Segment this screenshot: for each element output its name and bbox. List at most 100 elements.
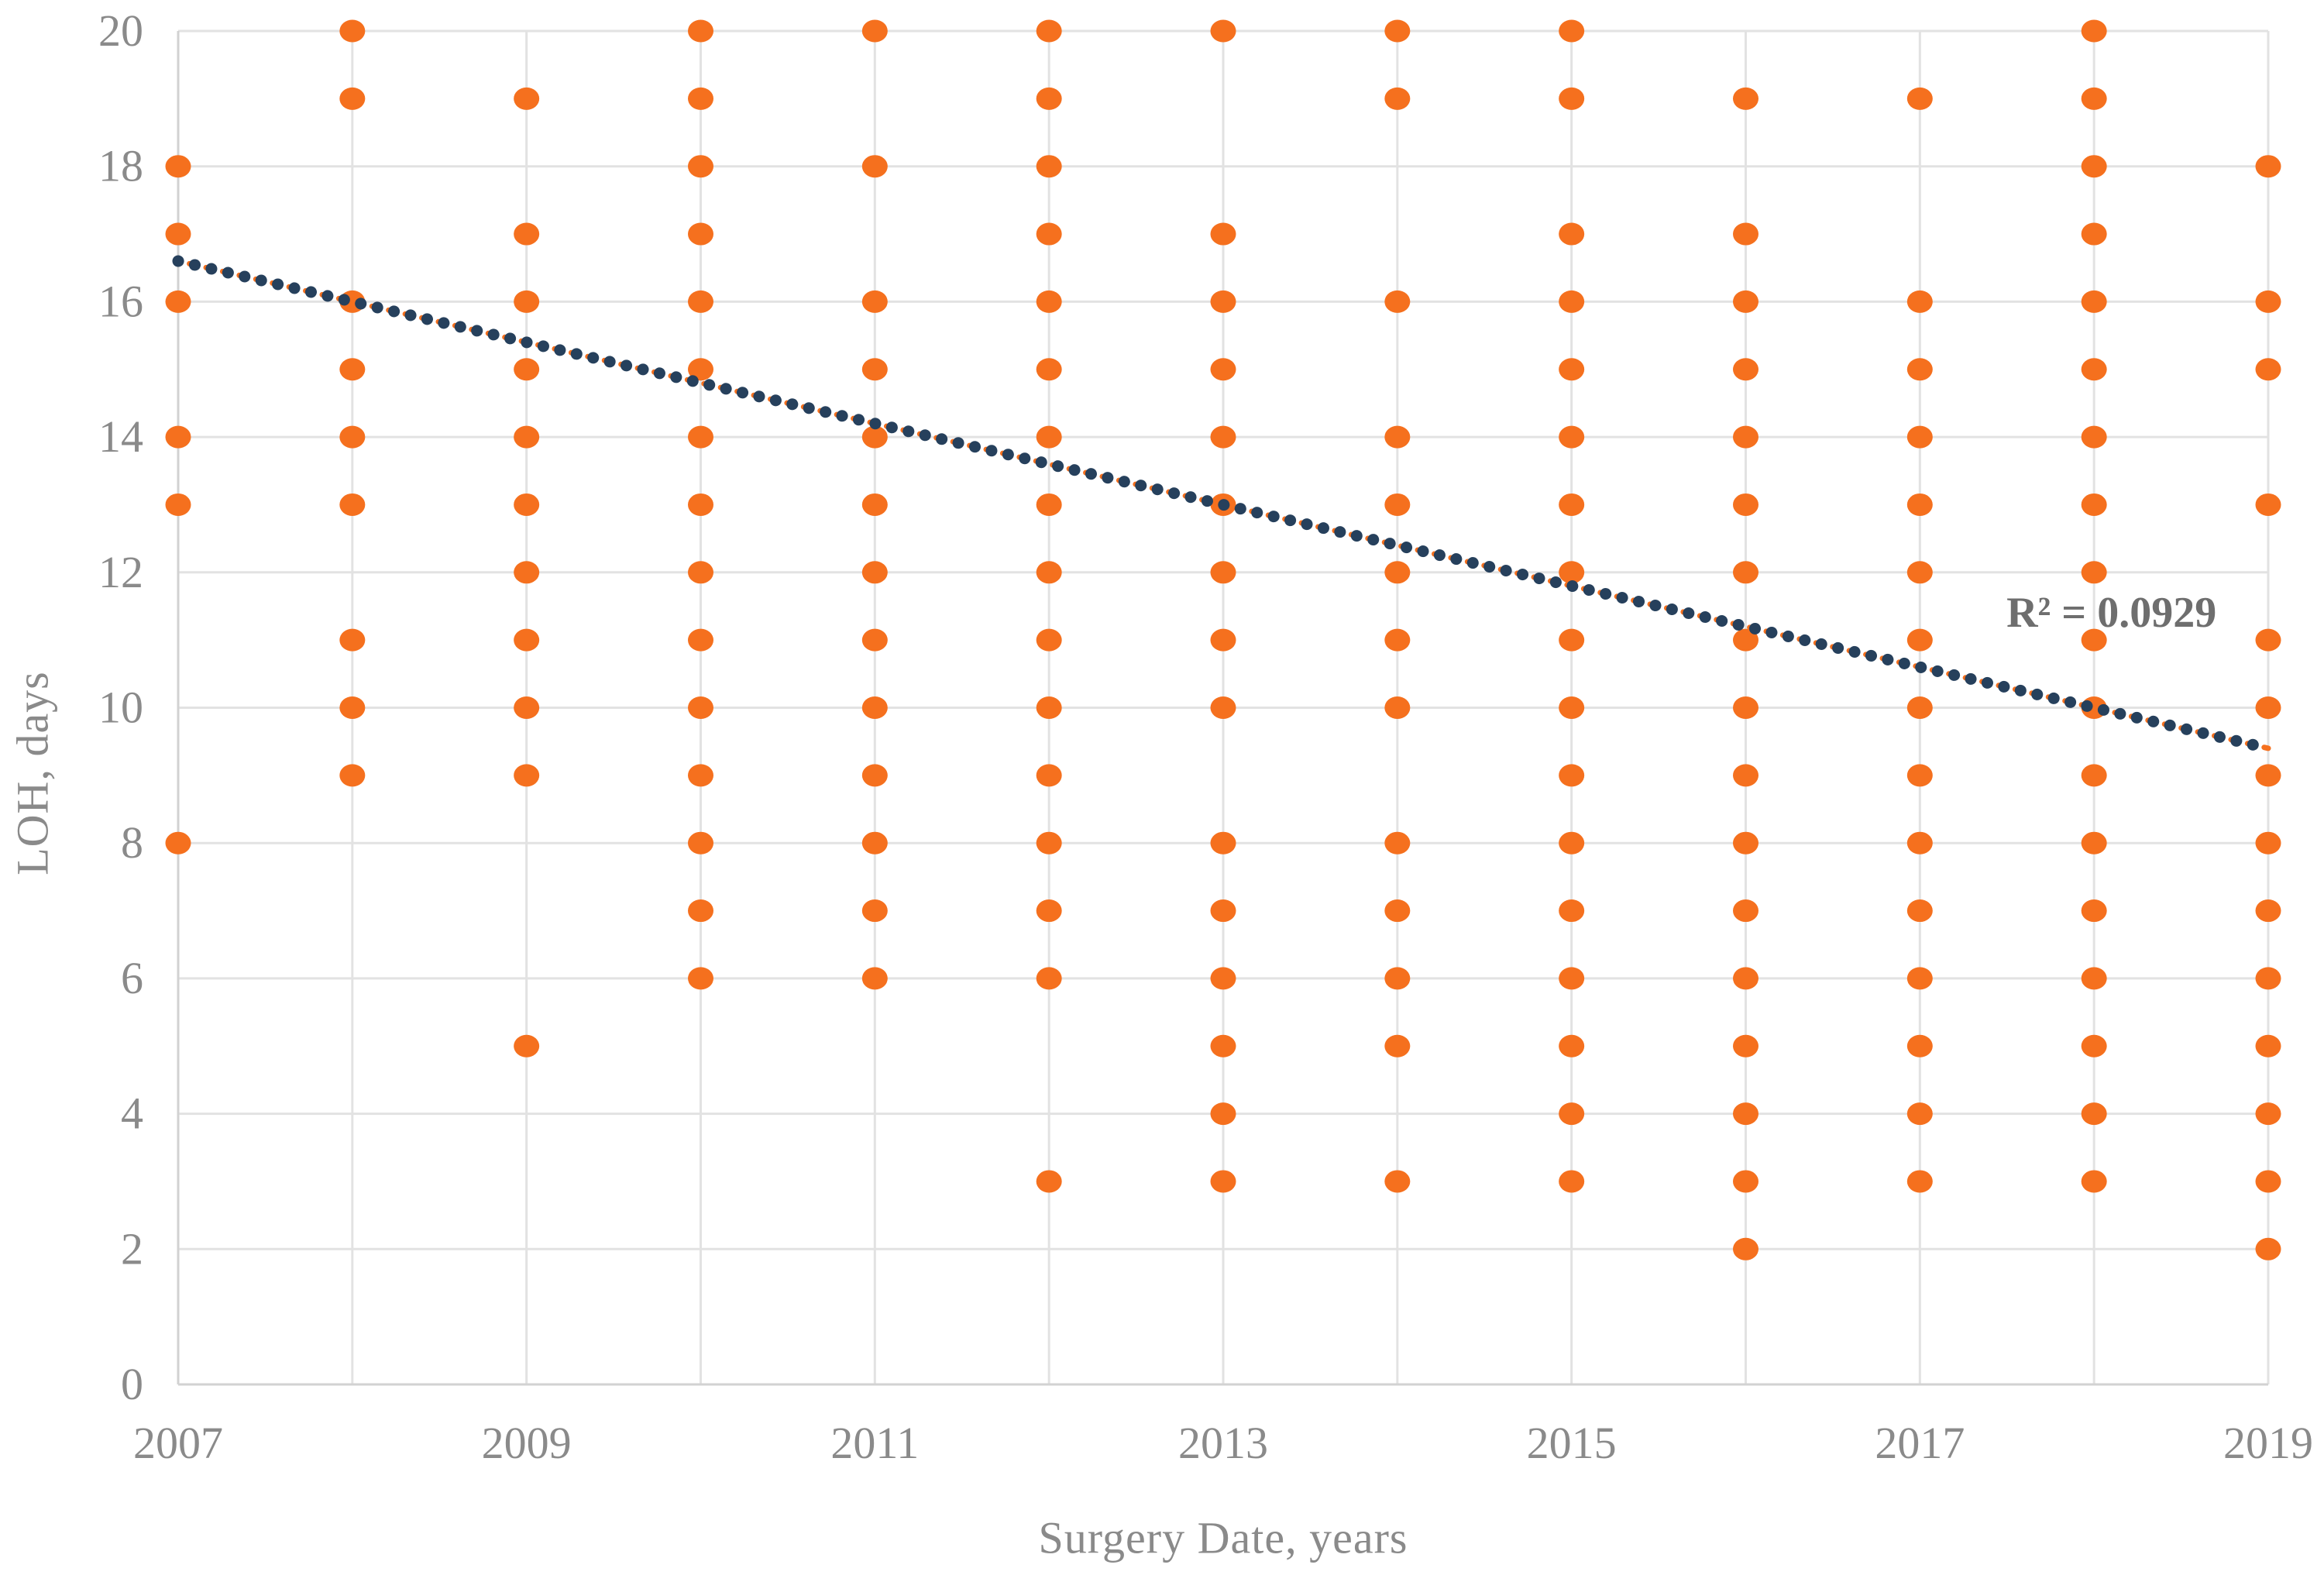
data-point (1906, 290, 1933, 313)
data-point (1559, 222, 1585, 246)
data-point (1036, 155, 1062, 178)
data-point (514, 290, 540, 313)
x-tick-label: 2015 (1527, 1418, 1617, 1468)
y-tick-label: 8 (121, 817, 143, 868)
data-point (1906, 1170, 1933, 1193)
data-point (1559, 493, 1585, 516)
data-point (1384, 1170, 1411, 1193)
data-point (1733, 831, 1758, 855)
data-point (688, 425, 713, 449)
data-point (2255, 899, 2281, 923)
data-point (2081, 425, 2107, 449)
data-point (2255, 831, 2281, 855)
data-point (2081, 290, 2107, 313)
data-point (1733, 1102, 1758, 1126)
data-point (2081, 1102, 2107, 1126)
x-tick-label: 2009 (482, 1418, 572, 1468)
data-point (2081, 1170, 2107, 1193)
y-tick-label: 14 (98, 411, 143, 462)
data-point (1559, 696, 1585, 719)
data-point (1906, 1102, 1933, 1126)
data-point (1210, 1034, 1236, 1057)
data-point (688, 831, 713, 855)
data-point (165, 493, 191, 516)
data-point (1733, 358, 1758, 381)
data-point (1733, 87, 1758, 110)
y-tick-label: 18 (98, 141, 143, 191)
x-tick-label: 2019 (2223, 1418, 2313, 1468)
data-point (1559, 19, 1585, 43)
data-point (1906, 831, 1933, 855)
y-tick-label: 4 (121, 1088, 143, 1139)
data-point (1036, 493, 1062, 516)
data-point (1384, 967, 1411, 990)
data-point (1906, 561, 1933, 584)
x-tick-label: 2013 (1178, 1418, 1268, 1468)
data-point (1733, 628, 1758, 652)
data-point (1036, 1170, 1062, 1193)
data-point (2255, 764, 2281, 787)
data-point (1906, 358, 1933, 381)
data-point (1384, 628, 1411, 652)
y-tick-label: 6 (121, 953, 143, 1003)
data-point (1559, 899, 1585, 923)
data-point (514, 493, 540, 516)
data-point (1210, 899, 1236, 923)
data-point (1210, 628, 1236, 652)
data-point (2255, 358, 2281, 381)
data-point (861, 967, 888, 990)
y-tick-label: 10 (98, 683, 143, 733)
data-point (339, 425, 366, 449)
data-point (1559, 561, 1585, 584)
data-point (2081, 222, 2107, 246)
data-point (1036, 764, 1062, 787)
data-point (2255, 967, 2281, 990)
data-point (1559, 967, 1585, 990)
data-point (165, 155, 191, 178)
data-point (688, 899, 713, 923)
data-point (2255, 1102, 2281, 1126)
data-point (514, 628, 540, 652)
data-point (339, 87, 366, 110)
data-point (1384, 561, 1411, 584)
y-tick-label: 20 (98, 5, 143, 56)
data-point (2081, 764, 2107, 787)
data-point (2081, 899, 2107, 923)
data-point (861, 764, 888, 787)
data-point (861, 493, 888, 516)
data-point (2081, 493, 2107, 516)
data-point (2081, 155, 2107, 178)
data-point (1559, 290, 1585, 313)
data-point (1559, 87, 1585, 110)
data-point (688, 696, 713, 719)
data-point (861, 19, 888, 43)
data-point (1559, 1170, 1585, 1193)
trendline-navy-dots (172, 255, 2274, 755)
data-point (1559, 628, 1585, 652)
data-point (1210, 222, 1236, 246)
data-point (2255, 493, 2281, 516)
data-point (1559, 358, 1585, 381)
data-point (1210, 1102, 1236, 1126)
data-point (1036, 290, 1062, 313)
x-axis-title: Surgery Date, years (1038, 1512, 1408, 1563)
x-tick-label: 2011 (830, 1418, 919, 1468)
data-point (2255, 696, 2281, 719)
data-point (165, 831, 191, 855)
data-point (1733, 290, 1758, 313)
data-point (688, 222, 713, 246)
data-point (1906, 696, 1933, 719)
data-point (1036, 222, 1062, 246)
data-point (165, 290, 191, 313)
data-point (1210, 19, 1236, 43)
data-point (688, 561, 713, 584)
data-point (1384, 425, 1411, 449)
data-point (1733, 561, 1758, 584)
data-point (861, 290, 888, 313)
data-point (514, 358, 540, 381)
data-point (1210, 290, 1236, 313)
data-point (688, 628, 713, 652)
data-point (2255, 155, 2281, 178)
data-point (514, 696, 540, 719)
